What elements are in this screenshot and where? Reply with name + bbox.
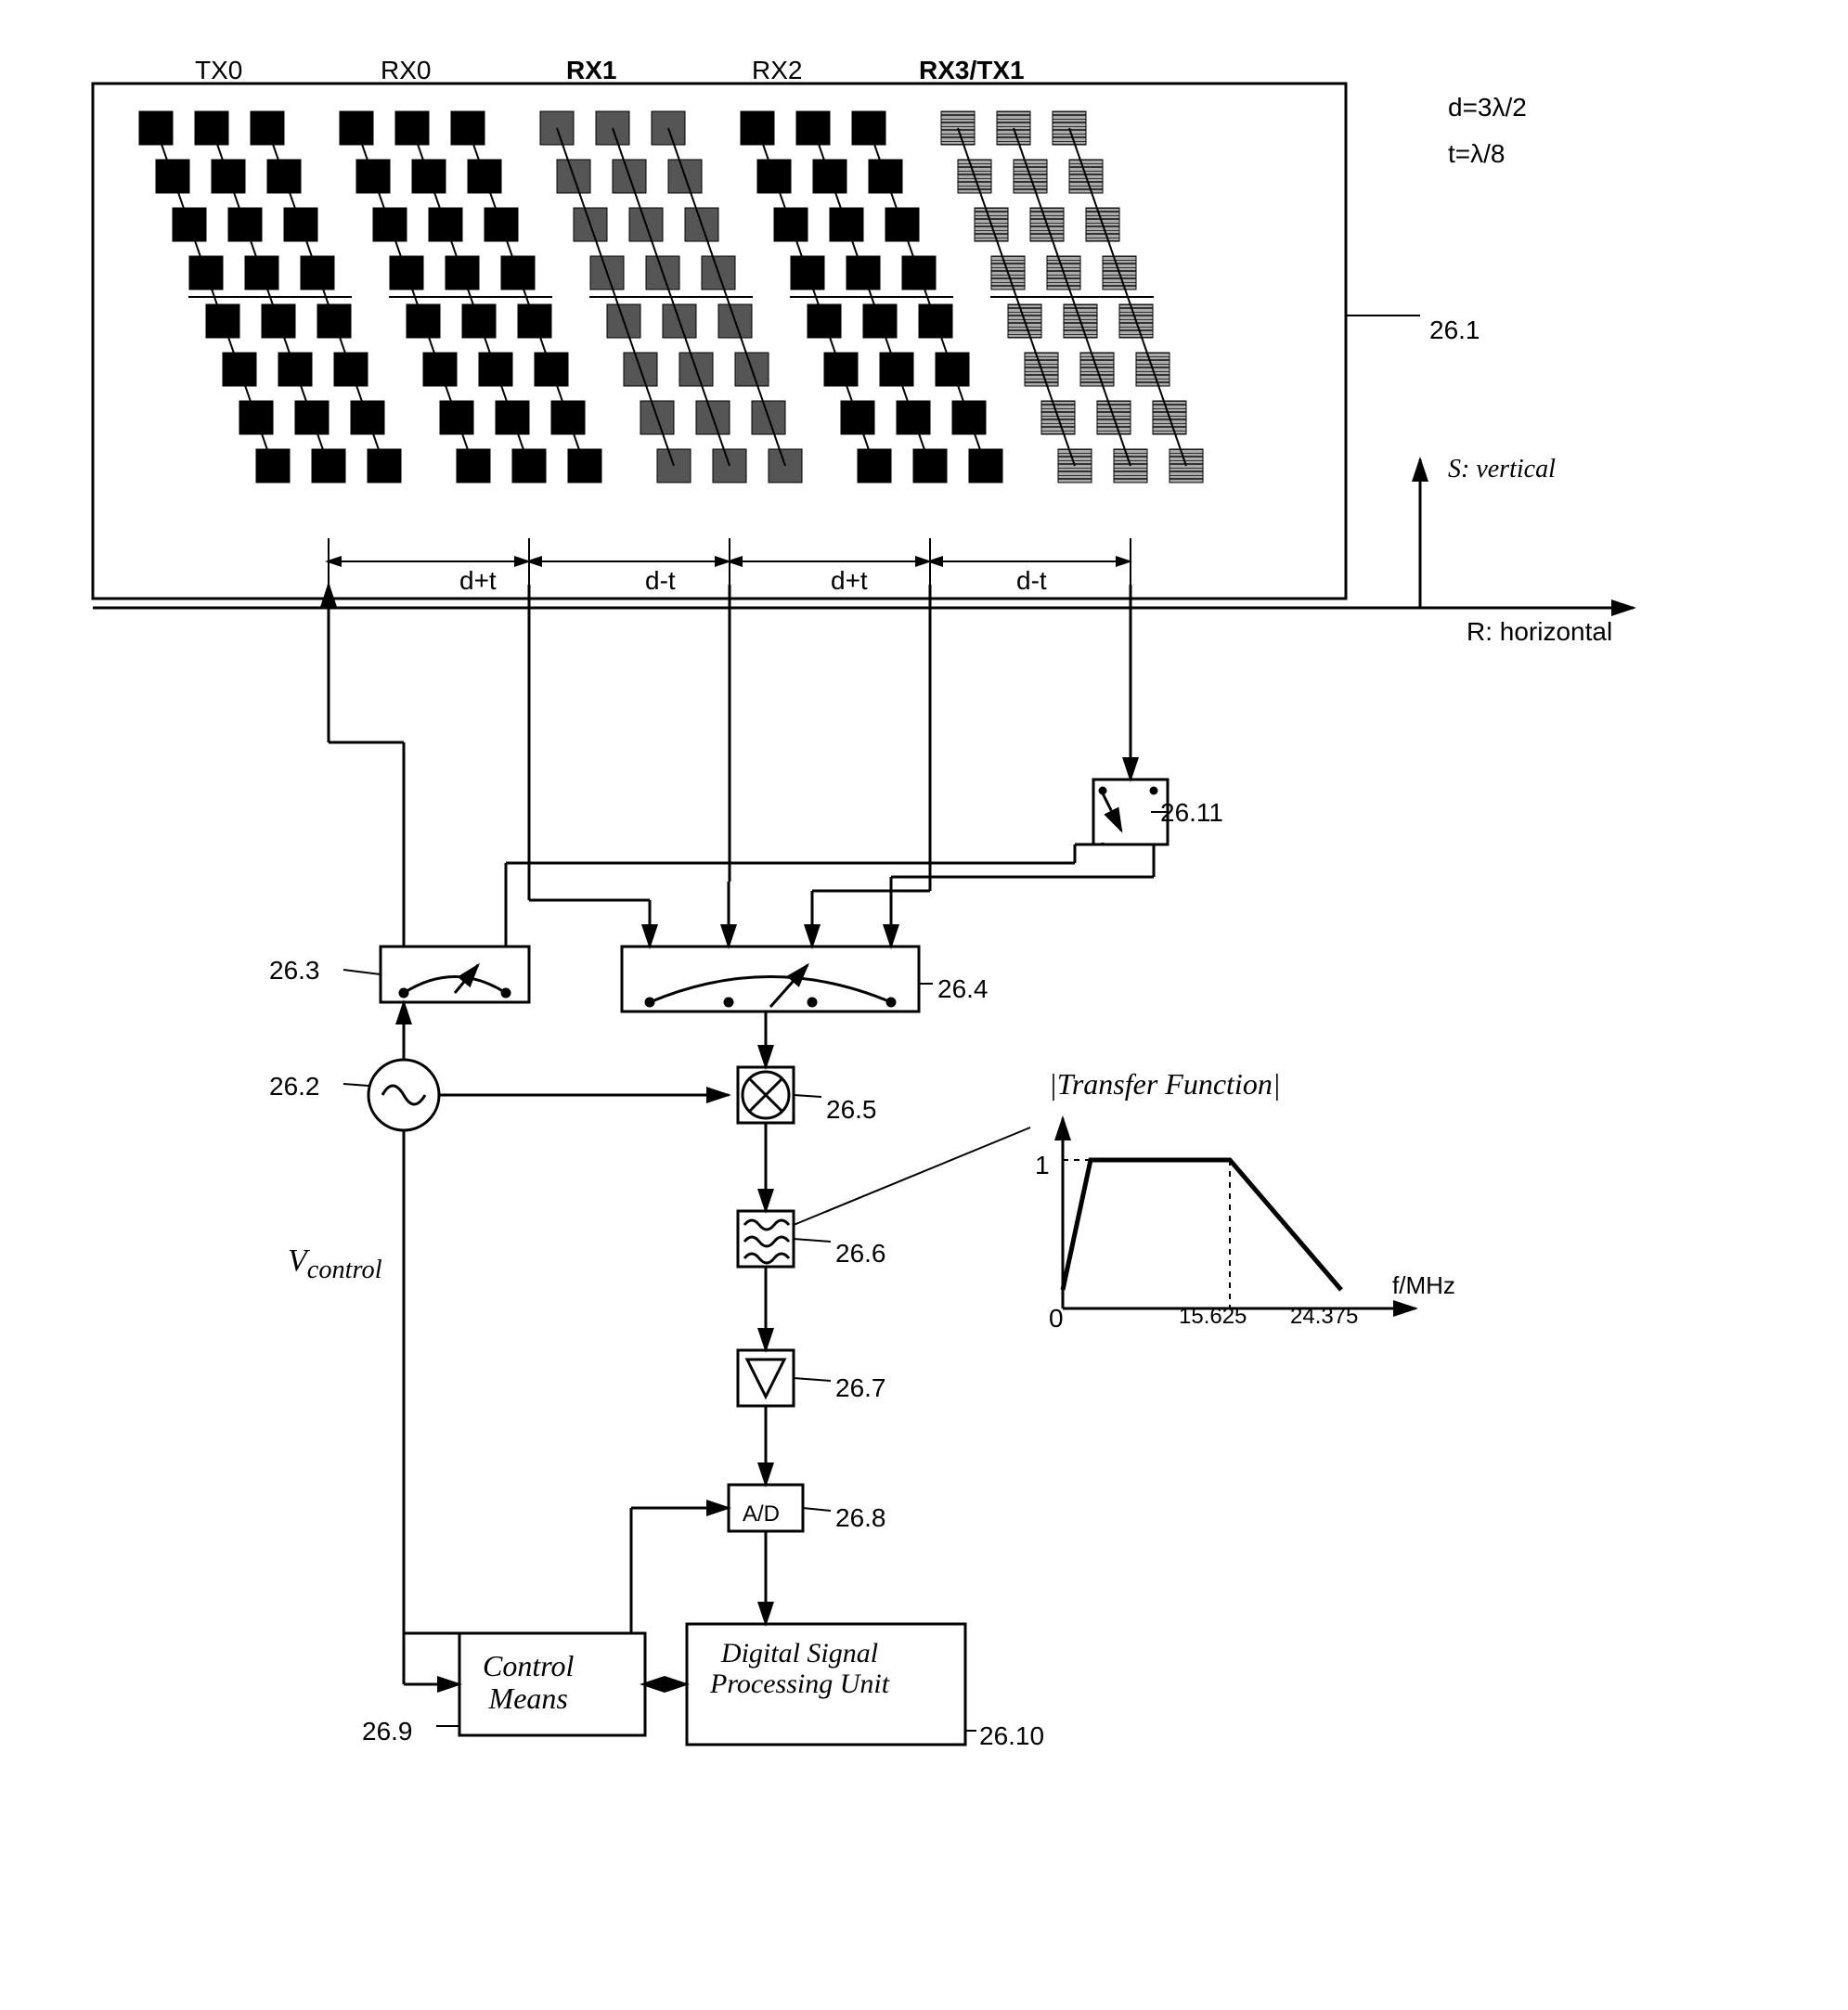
dsp-text: Digital SignalProcessing Unit [710,1638,889,1699]
adc-text: A/D [743,1501,780,1527]
dim-3: d-t [1016,566,1047,596]
tf-y1: 1 [1035,1151,1050,1180]
ref-26-8: 26.8 [835,1503,886,1533]
grp-rx0: RX0 [381,56,431,85]
ref-26-6: 26.6 [835,1239,886,1269]
grp-rx3tx1: RX3/TX1 [919,56,1025,85]
axis-vertical: S: vertical [1448,455,1556,484]
diagram-root: TX0 RX0 RX1 RX2 RX3/TX1 d=3λ/2 t=λ/8 26.… [37,37,1811,1973]
tf-xlabel: f/MHz [1392,1271,1455,1300]
ref-26-1: 26.1 [1429,316,1480,345]
ref-26-7: 26.7 [835,1373,886,1403]
diagram-svg [37,37,1811,1973]
tf-xt1: 15.625 [1179,1304,1247,1330]
ref-26-5: 26.5 [826,1095,877,1125]
ref-26-3: 26.3 [269,956,320,986]
tf-x0: 0 [1049,1304,1064,1334]
ref-26-9: 26.9 [362,1717,413,1746]
vcontrol-label: Vcontrol [288,1243,382,1285]
grp-tx0: TX0 [195,56,242,85]
dim-2: d+t [831,566,868,596]
ref-26-10: 26.10 [979,1721,1044,1751]
grp-rx2: RX2 [752,56,802,85]
ref-26-11: 26.11 [1160,798,1223,828]
dim-0: d+t [459,566,497,596]
control-text: ControlMeans [483,1650,574,1715]
axis-horizontal: R: horizontal [1467,617,1612,647]
transfer-title: |Transfer Function| [1049,1067,1281,1102]
tf-xt2: 24.375 [1290,1304,1358,1330]
param-t: t=λ/8 [1448,139,1505,169]
ref-26-2: 26.2 [269,1072,320,1102]
ref-26-4: 26.4 [937,974,989,1004]
param-d: d=3λ/2 [1448,93,1527,122]
grp-rx1: RX1 [566,56,616,85]
dim-1: d-t [645,566,676,596]
